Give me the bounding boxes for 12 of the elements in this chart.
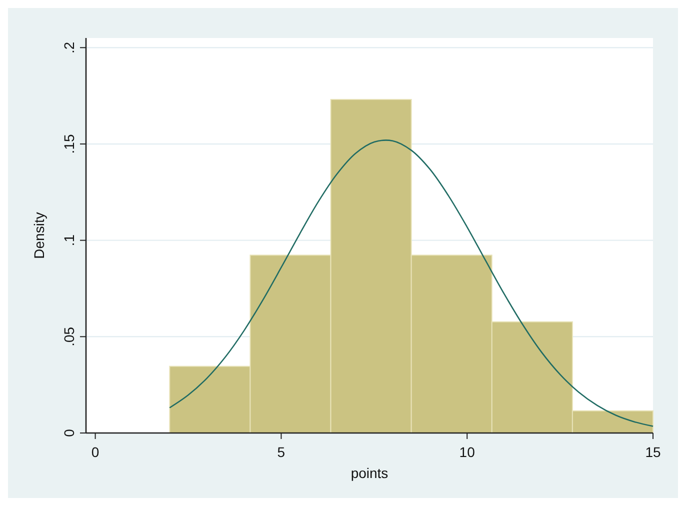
y-tick-label: .1: [61, 234, 77, 246]
y-tick-label: .05: [61, 326, 77, 346]
x-tick-label: 5: [277, 444, 286, 460]
y-tick-label: .2: [61, 42, 77, 54]
y-axis-title: Density: [31, 212, 47, 259]
x-tick-label: 10: [459, 444, 476, 460]
y-tick-label: .15: [61, 134, 77, 154]
x-axis-title: points: [350, 465, 388, 481]
line-series: [169, 140, 654, 427]
x-tick-label: 15: [645, 444, 661, 460]
y-tick-label: 0: [61, 428, 77, 437]
x-tick-label: 0: [91, 444, 100, 460]
